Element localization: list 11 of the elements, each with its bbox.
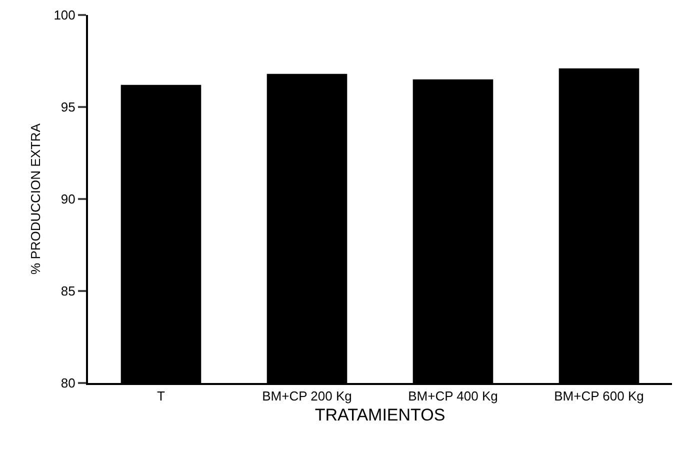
x-tick-label: BM+CP 200 Kg — [262, 388, 352, 404]
y-tick-label: 100 — [54, 8, 76, 23]
x-axis-title: TRATAMIENTOS — [314, 406, 446, 424]
x-tick-label: T — [157, 388, 166, 404]
y-tick-label: 85 — [60, 284, 76, 299]
x-tick-label: BM+CP 400 Kg — [408, 388, 498, 404]
y-tick-label: 90 — [60, 192, 76, 207]
x-tick-label: BM+CP 600 Kg — [554, 388, 644, 404]
y-axis-title: % PRODUCCION EXTRA — [28, 123, 44, 274]
y-tick-label: 80 — [60, 376, 76, 391]
y-tick-label: 95 — [60, 100, 76, 115]
